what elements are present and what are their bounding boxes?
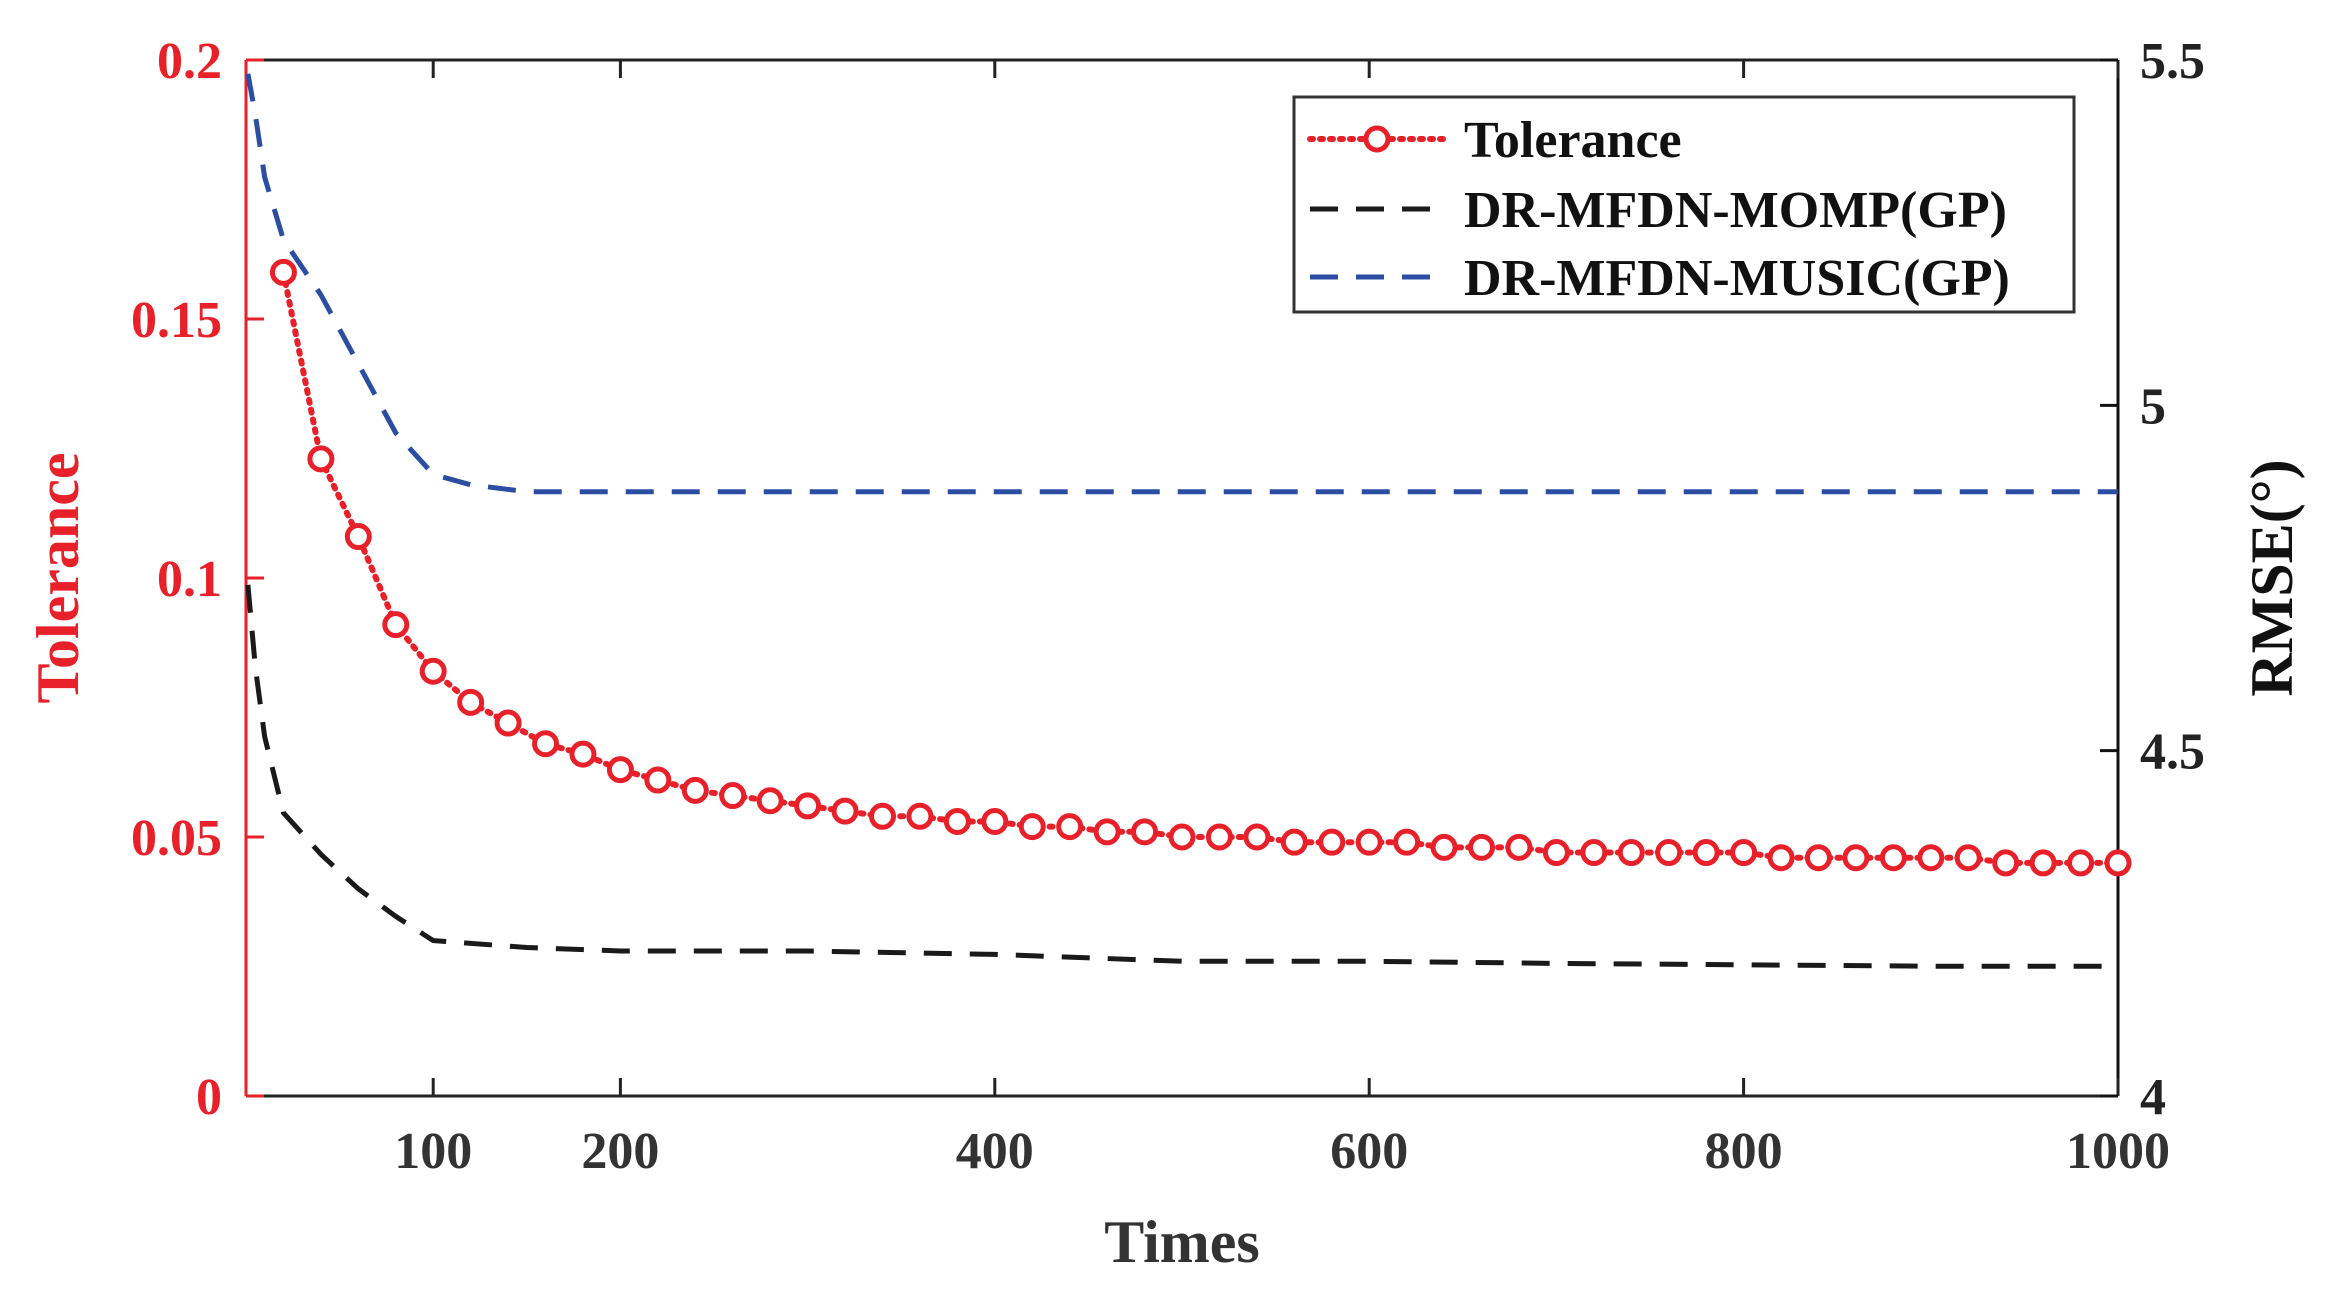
legend-item: DR-MFDN-MOMP(GP): [1310, 182, 2007, 239]
x-axis-title: Times: [1104, 1209, 1260, 1275]
tolerance-point: [1280, 828, 1308, 856]
tolerance-point: [1093, 818, 1121, 846]
left-tick-label: 0.2: [157, 33, 222, 90]
left-tick-label: 0: [196, 1069, 222, 1126]
tolerance-point: [2104, 849, 2132, 877]
tolerance-point: [794, 792, 822, 820]
left-tick-label: 0.1: [157, 551, 222, 608]
left-tick-label: 0.05: [131, 810, 222, 867]
tolerance-point: [1954, 844, 1982, 872]
tolerance-point: [1917, 844, 1945, 872]
tolerance-point: [1355, 828, 1383, 856]
tolerance-point: [382, 611, 410, 639]
tolerance-point: [532, 730, 560, 758]
series-line-momp: [245, 584, 2118, 969]
tolerance-point: [494, 709, 522, 737]
tolerance-point: [1468, 833, 1496, 861]
x-tick-label: 800: [1705, 1123, 1783, 1180]
tolerance-point: [1056, 813, 1084, 841]
tolerance-point: [1992, 849, 2020, 877]
tolerance-point: [2067, 849, 2095, 877]
tolerance-point: [1430, 833, 1458, 861]
tolerance-point: [1580, 839, 1608, 867]
tolerance-point: [981, 807, 1009, 835]
tolerance-point: [1692, 839, 1720, 867]
right-tick-label: 4.5: [2140, 724, 2205, 781]
tolerance-point: [943, 807, 971, 835]
legend-item: Tolerance: [1307, 112, 1682, 169]
tolerance-point: [344, 523, 372, 551]
tolerance-point: [1730, 839, 1758, 867]
series-line-tolerance: [280, 269, 2121, 866]
tolerance-point: [1655, 839, 1683, 867]
tolerance-point: [681, 776, 709, 804]
series-layer: [245, 73, 2132, 969]
x-tick-label: 400: [956, 1123, 1034, 1180]
tolerance-point: [457, 688, 485, 716]
tolerance-point: [1804, 844, 1832, 872]
right-y-axis-title: RMSE(°): [2239, 459, 2305, 696]
x-tick-label: 100: [394, 1123, 472, 1180]
tolerance-point: [1617, 839, 1645, 867]
tolerance-point: [2029, 849, 2057, 877]
tolerance-point: [269, 258, 297, 286]
left-y-axis-title: Tolerance: [25, 452, 91, 703]
tolerance-point: [719, 782, 747, 810]
legend-item: DR-MFDN-MUSIC(GP): [1310, 250, 2010, 307]
tolerance-point: [1542, 839, 1570, 867]
tolerance-point: [906, 802, 934, 830]
tolerance-point: [1018, 813, 1046, 841]
tolerance-point: [1168, 823, 1196, 851]
legend-label: DR-MFDN-MOMP(GP): [1464, 182, 2007, 239]
x-tick-label: 600: [1330, 1123, 1408, 1180]
tolerance-point: [1318, 828, 1346, 856]
tolerance-point: [1205, 823, 1233, 851]
tolerance-point: [1879, 844, 1907, 872]
x-tick-label: 1000: [2066, 1123, 2170, 1180]
tolerance-point: [1131, 818, 1159, 846]
tolerance-point: [1842, 844, 1870, 872]
right-tick-label: 5: [2140, 378, 2166, 435]
tolerance-point: [1767, 844, 1795, 872]
tolerance-point: [644, 766, 672, 794]
legend-swatch-marker: [1363, 125, 1391, 153]
right-tick-label: 4: [2140, 1069, 2166, 1126]
legend-box: [1292, 95, 2076, 314]
series-line-music: [245, 73, 2118, 495]
right-tick-label: 5.5: [2140, 33, 2205, 90]
legend-label: Tolerance: [1464, 112, 1682, 169]
tick-layer: 100 200 400 600 800 1000 0 0.05 0.1 0.15 0.2 4 4.5 5 5…: [131, 33, 2205, 1180]
tolerance-point: [419, 657, 447, 685]
tolerance-point: [307, 445, 335, 473]
tolerance-point: [1243, 823, 1271, 851]
tolerance-point: [868, 802, 896, 830]
x-tick-label: 200: [581, 1123, 659, 1180]
tolerance-point: [1393, 828, 1421, 856]
legend: Tolerance DR-MFDN-MOMP(GP) DR-MFDN-MUSIC(G…: [1292, 95, 2076, 314]
left-tick-label: 0.15: [131, 292, 222, 349]
tolerance-point: [831, 797, 859, 825]
tolerance-point: [569, 740, 597, 768]
tolerance-point: [1505, 833, 1533, 861]
legend-label: DR-MFDN-MUSIC(GP): [1464, 250, 2010, 307]
tolerance-point: [756, 787, 784, 815]
tolerance-point: [606, 756, 634, 784]
